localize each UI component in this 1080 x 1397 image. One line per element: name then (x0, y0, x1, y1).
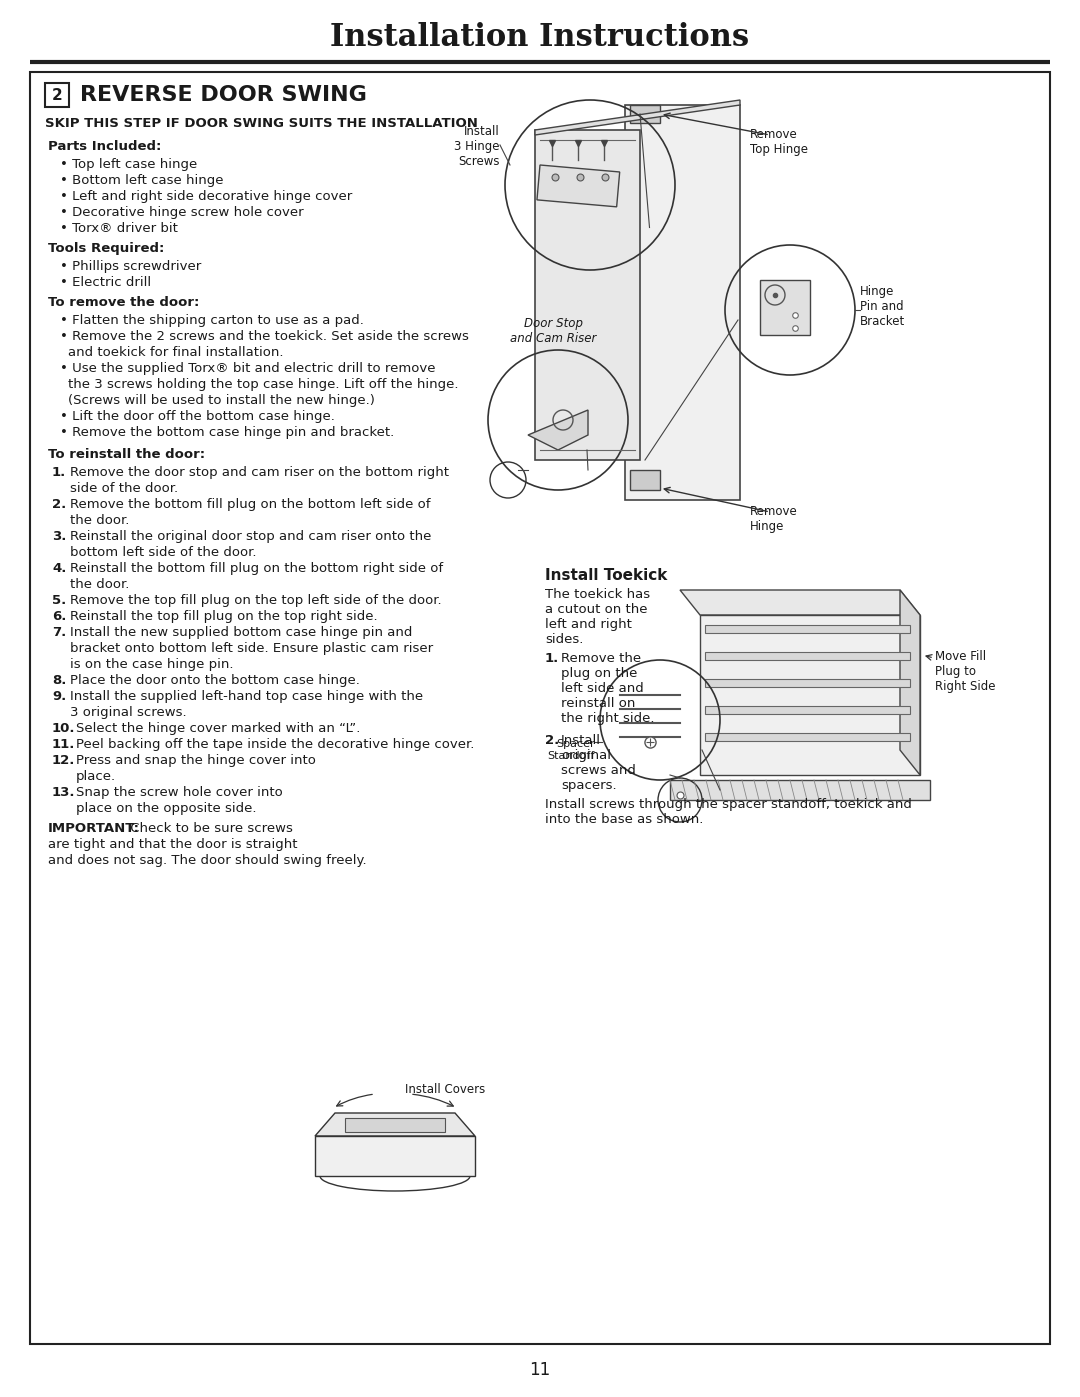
Text: Door Stop
and Cam Riser: Door Stop and Cam Riser (510, 317, 596, 345)
Text: are tight and that the door is straight: are tight and that the door is straight (48, 838, 297, 851)
Text: bottom left side of the door.: bottom left side of the door. (70, 546, 257, 559)
Bar (705, 624, 910, 633)
Text: REVERSE DOOR SWING: REVERSE DOOR SWING (80, 85, 367, 105)
Text: is on the case hinge pin.: is on the case hinge pin. (70, 658, 233, 671)
Polygon shape (680, 590, 920, 615)
Text: Remove the door stop and cam riser on the bottom right: Remove the door stop and cam riser on th… (70, 467, 449, 479)
Text: side of the door.: side of the door. (70, 482, 178, 495)
Text: 1.: 1. (52, 467, 66, 479)
Text: Parts Included:: Parts Included: (48, 140, 161, 154)
Text: 1.: 1. (545, 652, 559, 665)
Text: 3 original screws.: 3 original screws. (70, 705, 187, 719)
Text: • Remove the bottom case hinge pin and bracket.: • Remove the bottom case hinge pin and b… (60, 426, 394, 439)
Text: 2.: 2. (545, 733, 559, 747)
Bar (45, 82, 69, 108)
Text: Hinge
Pin and
Bracket: Hinge Pin and Bracket (860, 285, 905, 328)
Text: 11.: 11. (52, 738, 76, 752)
Text: Place the door onto the bottom case hinge.: Place the door onto the bottom case hing… (70, 673, 360, 687)
Text: 2: 2 (52, 88, 63, 102)
Text: bracket onto bottom left side. Ensure plastic cam riser: bracket onto bottom left side. Ensure pl… (70, 643, 433, 655)
Text: • Phillips screwdriver: • Phillips screwdriver (60, 260, 201, 272)
Text: 13.: 13. (52, 787, 76, 799)
Bar (700, 615, 920, 775)
Text: Press and snap the hinge cover into: Press and snap the hinge cover into (76, 754, 315, 767)
Text: Remove the bottom fill plug on the bottom left side of: Remove the bottom fill plug on the botto… (70, 497, 431, 511)
Polygon shape (315, 1113, 475, 1136)
Text: 11: 11 (529, 1361, 551, 1379)
Bar (760, 279, 810, 335)
Polygon shape (535, 101, 740, 136)
Text: Installation Instructions: Installation Instructions (330, 22, 750, 53)
Text: Install Toekick: Install Toekick (545, 569, 667, 583)
Text: Check to be sure screws: Check to be sure screws (126, 821, 293, 835)
Text: Install the supplied left-hand top case hinge with the: Install the supplied left-hand top case … (70, 690, 423, 703)
Text: 10.: 10. (52, 722, 76, 735)
Text: Snap the screw hole cover into: Snap the screw hole cover into (76, 787, 283, 799)
Text: Install the new supplied bottom case hinge pin and: Install the new supplied bottom case hin… (70, 626, 413, 638)
Text: • Left and right side decorative hinge cover: • Left and right side decorative hinge c… (60, 190, 352, 203)
Text: IMPORTANT:: IMPORTANT: (48, 821, 140, 835)
Text: • Top left case hinge: • Top left case hinge (60, 158, 198, 170)
Text: • Lift the door off the bottom case hinge.: • Lift the door off the bottom case hing… (60, 409, 335, 423)
Text: • Flatten the shipping carton to use as a pad.: • Flatten the shipping carton to use as … (60, 314, 364, 327)
Bar (630, 105, 660, 123)
Text: • Decorative hinge screw hole cover: • Decorative hinge screw hole cover (60, 205, 303, 219)
Text: Remove
Hinge: Remove Hinge (750, 504, 798, 534)
Text: Install screws through the spacer standoff, toekick and
into the base as shown.: Install screws through the spacer stando… (545, 798, 912, 826)
Text: Reinstall the bottom fill plug on the bottom right side of: Reinstall the bottom fill plug on the bo… (70, 562, 443, 576)
Text: Reinstall the top fill plug on the top right side.: Reinstall the top fill plug on the top r… (70, 610, 378, 623)
Text: Peel backing off the tape inside the decorative hinge cover.: Peel backing off the tape inside the dec… (76, 738, 474, 752)
Text: Reinstall the original door stop and cam riser onto the: Reinstall the original door stop and cam… (70, 529, 431, 543)
Bar (625, 105, 740, 500)
Text: place.: place. (76, 770, 117, 782)
Text: and does not sag. The door should swing freely.: and does not sag. The door should swing … (48, 854, 366, 868)
Text: • Use the supplied Torx® bit and electric drill to remove: • Use the supplied Torx® bit and electri… (60, 362, 435, 374)
Text: Install
original
screws and
spacers.: Install original screws and spacers. (561, 733, 636, 792)
Text: Tools Required:: Tools Required: (48, 242, 164, 256)
Bar (630, 469, 660, 490)
Text: and toekick for final installation.: and toekick for final installation. (68, 346, 283, 359)
Text: • Remove the 2 screws and the toekick. Set aside the screws: • Remove the 2 screws and the toekick. S… (60, 330, 469, 344)
Text: • Torx® driver bit: • Torx® driver bit (60, 222, 178, 235)
Text: • Electric drill: • Electric drill (60, 277, 151, 289)
Text: 6.: 6. (52, 610, 66, 623)
Text: Remove the
plug on the
left side and
reinstall on
the right side.: Remove the plug on the left side and rei… (561, 652, 654, 725)
Text: 7.: 7. (52, 626, 66, 638)
Bar (705, 733, 910, 740)
Polygon shape (670, 780, 930, 800)
Bar (705, 705, 910, 714)
Bar (345, 1118, 445, 1132)
Text: 9.: 9. (52, 690, 66, 703)
Text: place on the opposite side.: place on the opposite side. (76, 802, 257, 814)
Polygon shape (315, 1136, 475, 1176)
Text: 8.: 8. (52, 673, 66, 687)
Text: • Bottom left case hinge: • Bottom left case hinge (60, 175, 224, 187)
Text: the door.: the door. (70, 578, 130, 591)
Text: To reinstall the door:: To reinstall the door: (48, 448, 205, 461)
Polygon shape (528, 409, 588, 450)
Text: Move Fill
Plug to
Right Side: Move Fill Plug to Right Side (935, 650, 996, 693)
Text: Spacer
Standoff: Spacer Standoff (548, 739, 595, 761)
Bar (705, 679, 910, 687)
Polygon shape (900, 590, 920, 775)
Text: Install Covers: Install Covers (405, 1083, 485, 1097)
Text: To remove the door:: To remove the door: (48, 296, 200, 309)
Text: SKIP THIS STEP IF DOOR SWING SUITS THE INSTALLATION: SKIP THIS STEP IF DOOR SWING SUITS THE I… (45, 117, 477, 130)
Text: The toekick has
a cutout on the
left and right
sides.: The toekick has a cutout on the left and… (545, 588, 650, 645)
Text: the 3 screws holding the top case hinge. Lift off the hinge.: the 3 screws holding the top case hinge.… (68, 379, 459, 391)
Text: 12.: 12. (52, 754, 76, 767)
Text: Select the hinge cover marked with an “L”.: Select the hinge cover marked with an “L… (76, 722, 361, 735)
Text: (Screws will be used to install the new hinge.): (Screws will be used to install the new … (68, 394, 375, 407)
Text: Remove the top fill plug on the top left side of the door.: Remove the top fill plug on the top left… (70, 594, 442, 608)
Text: 4.: 4. (52, 562, 66, 576)
Bar (535, 130, 640, 460)
Text: Install
3 Hinge
Screws: Install 3 Hinge Screws (455, 124, 500, 168)
Text: Remove
Top Hinge: Remove Top Hinge (750, 129, 808, 156)
Text: 5.: 5. (52, 594, 66, 608)
Text: the door.: the door. (70, 514, 130, 527)
Bar (537, 165, 620, 207)
Bar (705, 652, 910, 659)
Text: 3.: 3. (52, 529, 66, 543)
Text: 2.: 2. (52, 497, 66, 511)
